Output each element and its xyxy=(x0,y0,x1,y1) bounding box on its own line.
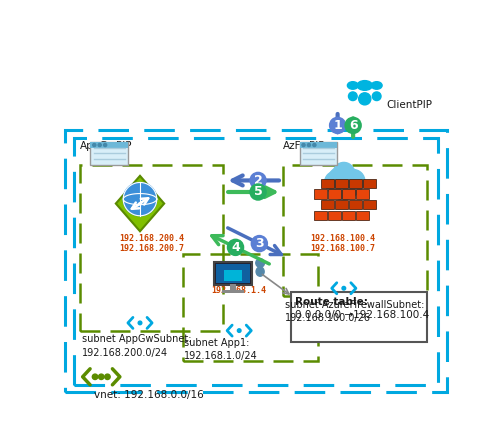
Bar xyxy=(90,142,128,165)
Text: subnet AzureFirewallSubnet:
192.168.100.0/26: subnet AzureFirewallSubnet: 192.168.100.… xyxy=(285,300,424,323)
Bar xyxy=(349,200,362,209)
Bar xyxy=(342,189,355,199)
Bar xyxy=(328,210,341,220)
Bar xyxy=(214,262,252,285)
Text: vnet: 192.168.0.0/16: vnet: 192.168.0.0/16 xyxy=(94,390,203,400)
Circle shape xyxy=(302,143,305,146)
Text: subnet App1:
192.168.1.0/24: subnet App1: 192.168.1.0/24 xyxy=(184,338,258,361)
Text: 5: 5 xyxy=(254,186,262,198)
Text: Route table:: Route table: xyxy=(295,297,368,307)
Bar xyxy=(363,179,376,188)
Circle shape xyxy=(342,287,345,290)
Ellipse shape xyxy=(372,82,382,89)
Text: ClientPIP: ClientPIP xyxy=(386,100,432,109)
Bar xyxy=(300,142,337,148)
Bar xyxy=(363,200,376,209)
Bar xyxy=(65,130,447,392)
Circle shape xyxy=(124,182,156,216)
Bar xyxy=(314,210,327,220)
Ellipse shape xyxy=(256,267,264,276)
Bar xyxy=(356,210,369,220)
Bar xyxy=(300,142,337,165)
Circle shape xyxy=(324,171,346,192)
Bar xyxy=(74,138,438,384)
Circle shape xyxy=(372,92,381,101)
Text: 2: 2 xyxy=(254,174,262,187)
Text: 192.168.100.7: 192.168.100.7 xyxy=(310,244,376,253)
Bar xyxy=(284,165,427,296)
Circle shape xyxy=(348,92,357,101)
Circle shape xyxy=(98,374,104,380)
Bar xyxy=(80,165,223,331)
Text: 192.168.200.7: 192.168.200.7 xyxy=(119,244,184,253)
Circle shape xyxy=(92,374,98,380)
Text: 3: 3 xyxy=(255,237,264,250)
Circle shape xyxy=(327,166,361,200)
Bar xyxy=(216,264,250,283)
Bar xyxy=(230,284,236,291)
Ellipse shape xyxy=(348,82,358,89)
Text: 192.168.1.4: 192.168.1.4 xyxy=(212,286,266,295)
Circle shape xyxy=(256,259,264,267)
Text: AzFwPIP: AzFwPIP xyxy=(284,141,326,151)
Bar xyxy=(291,292,427,342)
Bar xyxy=(224,270,242,281)
Circle shape xyxy=(308,143,310,146)
Ellipse shape xyxy=(357,81,372,90)
Circle shape xyxy=(238,329,241,332)
Bar xyxy=(335,179,348,188)
Text: 1: 1 xyxy=(333,119,342,132)
Bar xyxy=(356,189,369,199)
Circle shape xyxy=(104,143,106,146)
Text: AppGwPIP: AppGwPIP xyxy=(80,141,132,151)
Circle shape xyxy=(104,374,110,380)
Text: 4: 4 xyxy=(231,241,240,254)
Circle shape xyxy=(358,93,371,105)
Polygon shape xyxy=(116,176,164,231)
Bar xyxy=(335,200,348,209)
Circle shape xyxy=(138,321,142,325)
Bar xyxy=(222,290,244,293)
Bar xyxy=(182,254,318,361)
Text: 6: 6 xyxy=(349,119,358,132)
Circle shape xyxy=(98,143,101,146)
Text: 0.0.0.0/0 →192.168.100.4: 0.0.0.0/0 →192.168.100.4 xyxy=(295,310,429,320)
Bar xyxy=(321,200,334,209)
Circle shape xyxy=(313,143,316,146)
Text: 192.168.200.4: 192.168.200.4 xyxy=(119,234,184,243)
Bar xyxy=(328,189,341,199)
Bar xyxy=(321,179,334,188)
Circle shape xyxy=(92,143,96,146)
Bar xyxy=(342,210,355,220)
Bar xyxy=(349,179,362,188)
Bar xyxy=(314,189,327,199)
Circle shape xyxy=(342,170,365,193)
Bar xyxy=(90,142,128,148)
Text: 192.168.100.4: 192.168.100.4 xyxy=(310,234,376,243)
Text: subnet AppGwSubnet:
192.168.200.0/24: subnet AppGwSubnet: 192.168.200.0/24 xyxy=(82,335,192,358)
Circle shape xyxy=(334,162,354,183)
